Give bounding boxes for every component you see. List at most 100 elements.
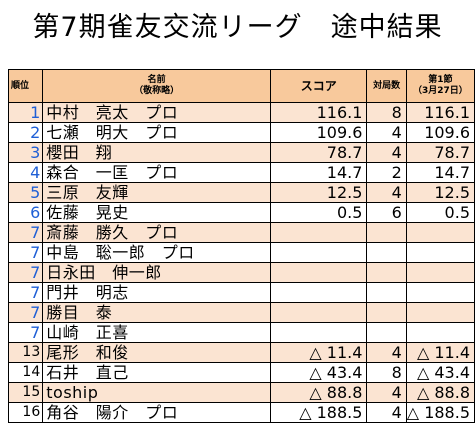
rank-cell: 7 [7, 222, 44, 243]
name-cell: 森合 一匡 プロ [42, 162, 272, 183]
table-row: 6 佐藤 晃史 0.5 6 0.5 [7, 202, 475, 223]
section1-cell: 0.5 [405, 202, 475, 223]
score-cell [270, 262, 368, 283]
score-cell: 78.7 [270, 142, 368, 163]
table-row: 16 角谷 陽介 プロ △ 188.5 4 △ 188.5 [7, 402, 475, 423]
rank-cell: 16 [7, 402, 44, 423]
name-cell: toship [42, 382, 272, 403]
score-cell [270, 282, 368, 303]
score-cell: 14.7 [270, 162, 368, 183]
section1-cell: △ 11.4 [405, 342, 475, 363]
header-section-line1: 第1節 [428, 75, 453, 85]
rank-cell: 4 [7, 162, 44, 183]
table-row: 3 櫻田 翔 78.7 4 78.7 [7, 142, 475, 163]
games-cell: 4 [366, 342, 407, 363]
rank-cell: 2 [7, 122, 44, 143]
games-cell [366, 322, 407, 343]
section1-cell [405, 262, 475, 283]
score-cell: △ 88.8 [270, 382, 368, 403]
name-cell: 勝目 泰 [42, 302, 272, 323]
score-cell: 116.1 [270, 102, 368, 123]
section1-cell: △ 43.4 [405, 362, 475, 383]
games-cell [366, 262, 407, 283]
games-cell: 8 [366, 102, 407, 123]
name-cell: 三原 友輝 [42, 182, 272, 203]
section1-cell: △ 88.8 [405, 382, 475, 403]
games-cell: 8 [366, 362, 407, 383]
header-name-line1: 名前 [147, 75, 166, 85]
table-row: 7 門井 明志 [7, 282, 475, 303]
rank-cell: 14 [7, 362, 44, 383]
table-row: 13 尾形 和俊 △ 11.4 4 △ 11.4 [7, 342, 475, 363]
rank-cell: 1 [7, 102, 44, 123]
rank-cell: 7 [7, 262, 44, 283]
table-row: 7 中島 聡一郎 プロ [7, 242, 475, 263]
name-cell: 中村 亮太 プロ [42, 102, 272, 123]
games-cell: 2 [366, 162, 407, 183]
table-row: 1 中村 亮太 プロ 116.1 8 116.1 [7, 102, 475, 123]
games-cell: 4 [366, 382, 407, 403]
score-cell: 109.6 [270, 122, 368, 143]
rank-cell: 15 [7, 382, 44, 403]
games-cell: 4 [366, 402, 407, 423]
games-cell [366, 242, 407, 263]
score-cell: △ 188.5 [270, 402, 368, 423]
name-cell: 山崎 正喜 [42, 322, 272, 343]
games-cell: 4 [366, 182, 407, 203]
games-cell [366, 302, 407, 323]
name-cell: 七瀬 明大 プロ [42, 122, 272, 143]
score-cell: 0.5 [270, 202, 368, 223]
page-title: 第7期雀友交流リーグ 途中結果 [32, 12, 443, 43]
header-games: 対局数 [366, 69, 407, 103]
score-cell [270, 322, 368, 343]
games-cell: 4 [366, 122, 407, 143]
rank-cell: 7 [7, 242, 44, 263]
section1-cell [405, 242, 475, 263]
name-cell: 中島 聡一郎 プロ [42, 242, 272, 263]
header-name-line2: （敬称略） [134, 86, 180, 96]
rank-cell: 7 [7, 322, 44, 343]
table-row: 4 森合 一匡 プロ 14.7 2 14.7 [7, 162, 475, 183]
name-cell: 櫻田 翔 [42, 142, 272, 163]
section1-cell: 116.1 [405, 102, 475, 123]
section1-cell: 109.6 [405, 122, 475, 143]
name-cell: 日永田 伸一郎 [42, 262, 272, 283]
rank-cell: 7 [7, 282, 44, 303]
name-cell: 斎藤 勝久 プロ [42, 222, 272, 243]
games-cell: 4 [366, 142, 407, 163]
score-cell: △ 11.4 [270, 342, 368, 363]
section1-cell: 78.7 [405, 142, 475, 163]
score-cell [270, 302, 368, 323]
header-name: 名前 （敬称略） [42, 69, 272, 103]
table-row: 2 七瀬 明大 プロ 109.6 4 109.6 [7, 122, 475, 143]
score-cell [270, 222, 368, 243]
score-cell [270, 242, 368, 263]
name-cell: 角谷 陽介 プロ [42, 402, 272, 423]
table-row: 15 toship △ 88.8 4 △ 88.8 [7, 382, 475, 403]
rank-cell: 3 [7, 142, 44, 163]
name-cell: 石井 直己 [42, 362, 272, 383]
rank-cell: 7 [7, 302, 44, 323]
table-row: 5 三原 友輝 12.5 4 12.5 [7, 182, 475, 203]
table-row: 14 石井 直己 △ 43.4 8 △ 43.4 [7, 362, 475, 383]
standings-table: 順位 名前 （敬称略） スコア 対局数 第1節 （3月27日） 1 中村 亮太 プ… [7, 69, 475, 423]
section1-cell [405, 322, 475, 343]
table-row: 7 日永田 伸一郎 [7, 262, 475, 283]
rank-cell: 13 [7, 342, 44, 363]
header-rank: 順位 [7, 69, 44, 103]
games-cell [366, 222, 407, 243]
header-section-line2: （3月27日） [412, 86, 468, 96]
section1-cell [405, 222, 475, 243]
score-cell: 12.5 [270, 182, 368, 203]
name-cell: 門井 明志 [42, 282, 272, 303]
name-cell: 佐藤 晃史 [42, 202, 272, 223]
table-header-row: 順位 名前 （敬称略） スコア 対局数 第1節 （3月27日） [7, 69, 475, 103]
header-score: スコア [270, 69, 368, 103]
table-row: 7 山崎 正喜 [7, 322, 475, 343]
rank-cell: 5 [7, 182, 44, 203]
section1-cell: △ 188.5 [405, 402, 475, 423]
score-cell: △ 43.4 [270, 362, 368, 383]
table-row: 7 勝目 泰 [7, 302, 475, 323]
section1-cell: 14.7 [405, 162, 475, 183]
games-cell [366, 282, 407, 303]
